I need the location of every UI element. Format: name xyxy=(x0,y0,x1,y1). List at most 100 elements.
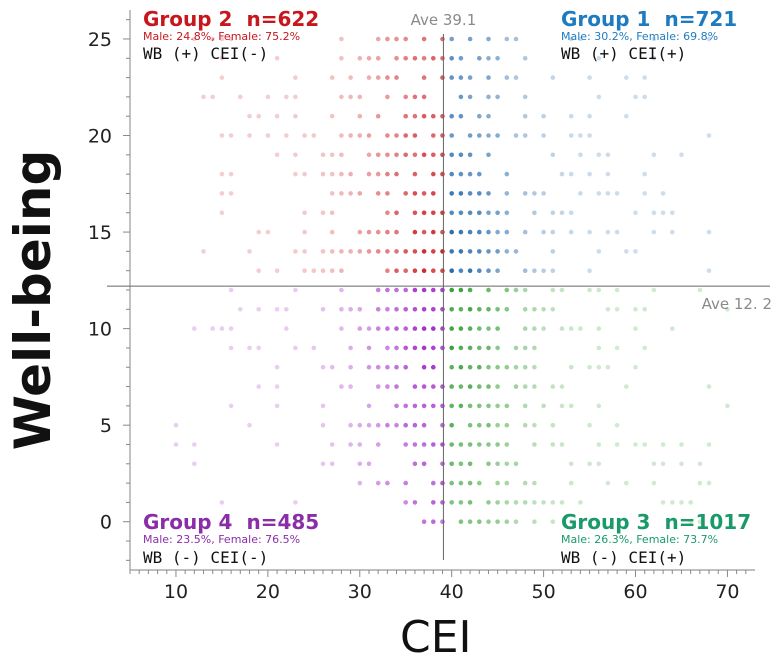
point-g3 xyxy=(458,326,464,331)
point-g3 xyxy=(651,480,657,486)
point-g1 xyxy=(477,210,482,216)
point-g4 xyxy=(394,364,399,370)
point-g2 xyxy=(403,56,409,61)
point-g4 xyxy=(385,307,390,312)
point-g2 xyxy=(302,268,307,274)
point-g3 xyxy=(633,307,638,312)
point-g1 xyxy=(550,75,556,80)
point-g4 xyxy=(348,307,353,312)
point-g4 xyxy=(329,442,335,447)
point-g1 xyxy=(550,210,556,216)
point-g3 xyxy=(477,326,482,331)
point-g1 xyxy=(614,191,620,196)
point-g2 xyxy=(274,268,280,274)
point-g2 xyxy=(302,249,307,254)
point-g1 xyxy=(458,191,464,196)
point-g3 xyxy=(504,287,510,293)
point-g1 xyxy=(550,229,556,235)
point-g1 xyxy=(660,210,666,216)
point-g3 xyxy=(532,442,537,447)
point-g3 xyxy=(559,500,565,505)
point-g4 xyxy=(348,422,353,428)
group-1-quadrant: WB (+) CEI(+) xyxy=(561,44,686,63)
point-g4 xyxy=(412,442,418,447)
point-g3 xyxy=(504,307,510,312)
point-g2 xyxy=(329,249,335,254)
point-g2 xyxy=(302,229,307,235)
point-g4 xyxy=(274,307,280,312)
point-g3 xyxy=(504,461,510,467)
point-g2 xyxy=(375,152,381,158)
point-g2 xyxy=(192,36,197,42)
point-g4 xyxy=(293,287,298,293)
group-2-quadrant: WB (+) CEI(-) xyxy=(143,44,268,63)
point-g1 xyxy=(458,152,464,158)
point-g4 xyxy=(366,422,372,428)
point-g3 xyxy=(568,480,574,486)
point-g1 xyxy=(596,249,602,254)
point-g1 xyxy=(587,171,592,177)
point-g1 xyxy=(458,268,464,274)
point-g1 xyxy=(467,75,473,80)
point-g4 xyxy=(320,364,326,370)
point-g1 xyxy=(449,210,455,216)
point-g4 xyxy=(219,326,225,331)
point-g2 xyxy=(440,249,445,254)
point-g1 xyxy=(550,152,556,158)
point-g2 xyxy=(421,75,427,80)
point-g2 xyxy=(421,56,427,61)
point-g3 xyxy=(532,422,537,428)
point-g4 xyxy=(440,326,445,331)
point-g3 xyxy=(467,287,473,293)
point-g4 xyxy=(440,287,445,293)
point-g1 xyxy=(578,133,583,138)
point-g4 xyxy=(421,461,427,467)
point-g4 xyxy=(394,345,399,351)
point-g1 xyxy=(486,229,491,235)
point-g1 xyxy=(467,210,473,216)
point-g4 xyxy=(385,480,390,486)
point-g3 xyxy=(513,519,519,524)
point-g2 xyxy=(293,152,298,158)
point-g2 xyxy=(431,152,436,158)
point-g2 xyxy=(412,152,418,158)
point-g2 xyxy=(421,249,427,254)
point-g4 xyxy=(431,307,436,312)
point-g4 xyxy=(357,307,363,312)
point-g2 xyxy=(412,133,418,138)
point-g3 xyxy=(697,480,703,486)
x-tick-label: 10 xyxy=(164,581,188,603)
point-g3 xyxy=(467,307,473,312)
point-g1 xyxy=(522,133,528,138)
point-g1 xyxy=(495,56,500,61)
point-g3 xyxy=(670,326,675,331)
point-g2 xyxy=(293,75,298,80)
x-tick-label: 30 xyxy=(348,581,372,603)
point-g4 xyxy=(412,287,418,293)
point-g3 xyxy=(504,422,510,428)
point-g4 xyxy=(210,326,215,331)
point-g1 xyxy=(633,94,638,100)
point-g4 xyxy=(375,326,381,331)
point-g3 xyxy=(697,461,703,467)
point-g4 xyxy=(421,364,427,370)
point-g1 xyxy=(532,210,537,216)
point-g1 xyxy=(449,268,455,274)
point-g3 xyxy=(559,403,565,409)
point-g2 xyxy=(219,191,225,196)
point-g1 xyxy=(486,56,491,61)
point-g3 xyxy=(725,307,730,312)
point-g3 xyxy=(495,364,500,370)
point-g1 xyxy=(467,94,473,100)
point-g1 xyxy=(568,113,574,119)
point-g2 xyxy=(329,171,335,177)
point-g2 xyxy=(403,152,409,158)
point-g4 xyxy=(228,326,234,331)
point-g2 xyxy=(421,113,427,119)
point-g2 xyxy=(375,191,381,196)
point-g4 xyxy=(375,287,381,293)
point-g3 xyxy=(550,384,556,389)
point-g1 xyxy=(513,75,519,80)
point-g2 xyxy=(412,191,418,196)
point-g4 xyxy=(412,345,418,351)
